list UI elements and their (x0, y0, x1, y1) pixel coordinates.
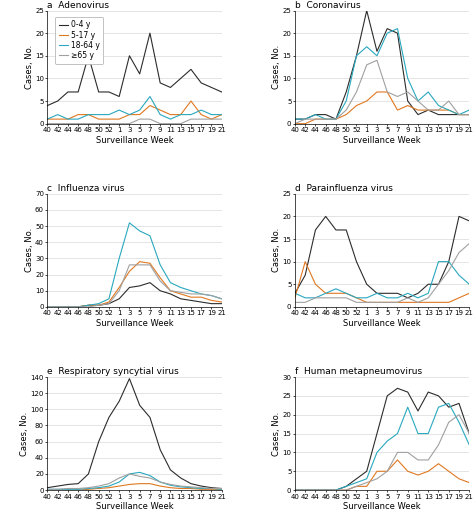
X-axis label: Surveillance Week: Surveillance Week (96, 136, 173, 145)
Legend: 0-4 y, 5-17 y, 18-64 y, ≥65 y: 0-4 y, 5-17 y, 18-64 y, ≥65 y (55, 17, 103, 64)
Text: e  Respiratory syncytial virus: e Respiratory syncytial virus (47, 367, 179, 376)
Text: b  Coronavirus: b Coronavirus (295, 1, 361, 10)
Y-axis label: Cases, No.: Cases, No. (272, 228, 281, 272)
Text: a  Adenovirus: a Adenovirus (47, 1, 109, 10)
X-axis label: Surveillance Week: Surveillance Week (343, 502, 421, 511)
Y-axis label: Cases, No.: Cases, No. (272, 45, 281, 89)
Text: d  Parainfluenza virus: d Parainfluenza virus (295, 184, 393, 193)
Y-axis label: Cases, No.: Cases, No. (25, 228, 34, 272)
X-axis label: Surveillance Week: Surveillance Week (343, 136, 421, 145)
X-axis label: Surveillance Week: Surveillance Week (343, 319, 421, 328)
X-axis label: Surveillance Week: Surveillance Week (96, 502, 173, 511)
Y-axis label: Cases, No.: Cases, No. (272, 412, 281, 456)
X-axis label: Surveillance Week: Surveillance Week (96, 319, 173, 328)
Text: f  Human metapneumovirus: f Human metapneumovirus (295, 367, 422, 376)
Text: c  Influenza virus: c Influenza virus (47, 184, 125, 193)
Y-axis label: Cases, No.: Cases, No. (25, 45, 34, 89)
Y-axis label: Cases, No.: Cases, No. (20, 412, 29, 456)
